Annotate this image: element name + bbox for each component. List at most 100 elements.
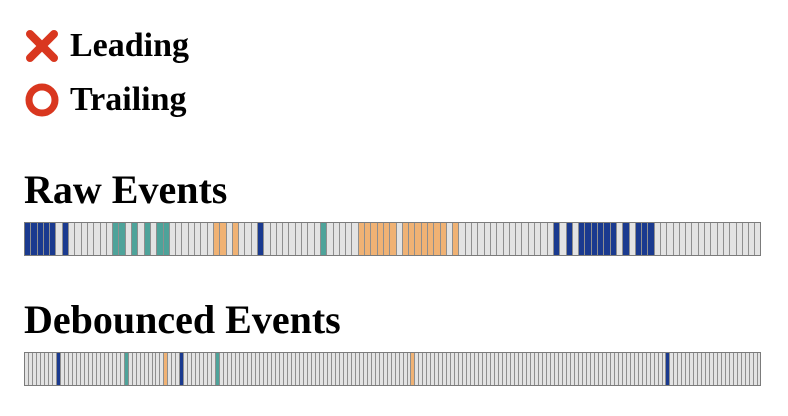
- debounced-event-cell: [204, 353, 209, 385]
- raw-event-cell: [352, 223, 359, 255]
- raw-event-cell: [144, 223, 151, 255]
- debounced-event-cell: [423, 353, 428, 385]
- raw-event-cell: [113, 223, 120, 255]
- raw-event-cell: [295, 223, 303, 255]
- debounced-event-cell: [375, 353, 380, 385]
- raw-event-cell: [673, 223, 680, 255]
- raw-event-cell: [283, 223, 290, 255]
- debounced-event-cell: [598, 353, 603, 385]
- raw-event-cell: [686, 223, 693, 255]
- raw-event-cell: [358, 223, 366, 255]
- raw-event-cell: [207, 223, 214, 255]
- debounced-event-cell: [228, 353, 233, 385]
- debounced-event-cell: [152, 353, 157, 385]
- raw-event-cell: [308, 223, 315, 255]
- raw-event-cell: [138, 223, 145, 255]
- raw-event-cell: [75, 223, 82, 255]
- debounced-event-cell: [260, 353, 265, 385]
- debounced-event-cell: [180, 353, 185, 385]
- debounced-event-cell: [351, 353, 356, 385]
- raw-event-cell: [333, 223, 340, 255]
- debounced-event-cell: [726, 353, 731, 385]
- debounced-event-cell: [104, 353, 109, 385]
- debounced-event-cell: [232, 353, 237, 385]
- debounced-event-cell: [702, 353, 707, 385]
- raw-event-cell: [730, 223, 737, 255]
- debounced-event-cell: [343, 353, 348, 385]
- raw-event-cell: [717, 223, 724, 255]
- raw-event-cell: [635, 223, 643, 255]
- debounced-event-cell: [459, 353, 464, 385]
- debounced-event-cell: [363, 353, 368, 385]
- debounced-event-cell: [638, 353, 643, 385]
- raw-event-cell: [629, 223, 636, 255]
- raw-event-cell: [132, 223, 139, 255]
- debounced-event-cell: [451, 353, 456, 385]
- debounced-event-cell: [327, 353, 332, 385]
- raw-event-cell: [232, 223, 240, 255]
- debounced-event-cell: [116, 353, 121, 385]
- raw-event-cell: [62, 223, 70, 255]
- raw-event-cell: [163, 223, 170, 255]
- raw-event-cell: [667, 223, 674, 255]
- leading-option[interactable]: Leading: [24, 26, 189, 66]
- debounced-event-cell: [335, 353, 340, 385]
- debounced-event-cell: [347, 353, 352, 385]
- debounced-event-cell: [160, 353, 165, 385]
- raw-event-cell: [37, 223, 44, 255]
- raw-event-cell: [314, 223, 321, 255]
- debounced-event-cell: [144, 353, 149, 385]
- debounced-event-cell: [80, 353, 85, 385]
- debounced-event-cell: [311, 353, 316, 385]
- debounced-event-cell: [148, 353, 153, 385]
- raw-event-cell: [705, 223, 712, 255]
- raw-event-cell: [509, 223, 517, 255]
- raw-event-cell: [289, 223, 296, 255]
- debounced-event-cell: [391, 353, 396, 385]
- cross-mark-icon: [24, 28, 60, 64]
- raw-event-cell: [415, 223, 422, 255]
- debounced-event-cell: [415, 353, 420, 385]
- debounced-event-cell: [276, 353, 280, 385]
- debounced-event-cell: [435, 353, 440, 385]
- debounced-event-cell: [455, 353, 460, 385]
- debounced-event-cell: [268, 353, 273, 385]
- debounced-event-cell: [188, 353, 193, 385]
- debounced-event-cell: [64, 353, 69, 385]
- debounced-event-cell: [491, 353, 496, 385]
- debounced-event-cell: [44, 353, 49, 385]
- raw-event-cell: [119, 223, 126, 255]
- debounced-event-cell: [407, 353, 412, 385]
- raw-event-cell: [106, 223, 114, 255]
- debounced-event-cell: [371, 353, 376, 385]
- raw-event-cell: [125, 223, 133, 255]
- raw-event-cell: [251, 223, 258, 255]
- debounced-event-cell: [156, 353, 161, 385]
- debounced-event-cell: [546, 353, 551, 385]
- debounced-event-cell: [443, 353, 448, 385]
- debounced-event-cell: [562, 353, 567, 385]
- debounced-event-cell: [738, 353, 743, 385]
- debounced-event-cell: [690, 353, 695, 385]
- raw-event-cell: [31, 223, 38, 255]
- debounced-event-cell: [291, 353, 296, 385]
- debounced-event-cell: [208, 353, 213, 385]
- trailing-option[interactable]: Trailing: [24, 80, 187, 120]
- raw-event-cell: [257, 223, 265, 255]
- raw-event-cell: [541, 223, 548, 255]
- debounced-event-cell: [68, 353, 73, 385]
- raw-event-cell: [660, 223, 668, 255]
- debounced-event-cell: [511, 353, 516, 385]
- debounced-event-cell: [283, 353, 288, 385]
- raw-event-cell: [648, 223, 655, 255]
- raw-event-cell: [81, 223, 88, 255]
- debounced-event-cell: [140, 353, 145, 385]
- raw-event-cell: [188, 223, 196, 255]
- debounced-event-cell: [538, 353, 543, 385]
- raw-event-cell: [339, 223, 347, 255]
- debounced-event-cell: [28, 353, 33, 385]
- raw-event-cell: [528, 223, 536, 255]
- debounced-event-cell: [164, 353, 169, 385]
- debounced-event-cell: [666, 353, 671, 385]
- raw-event-cell: [459, 223, 466, 255]
